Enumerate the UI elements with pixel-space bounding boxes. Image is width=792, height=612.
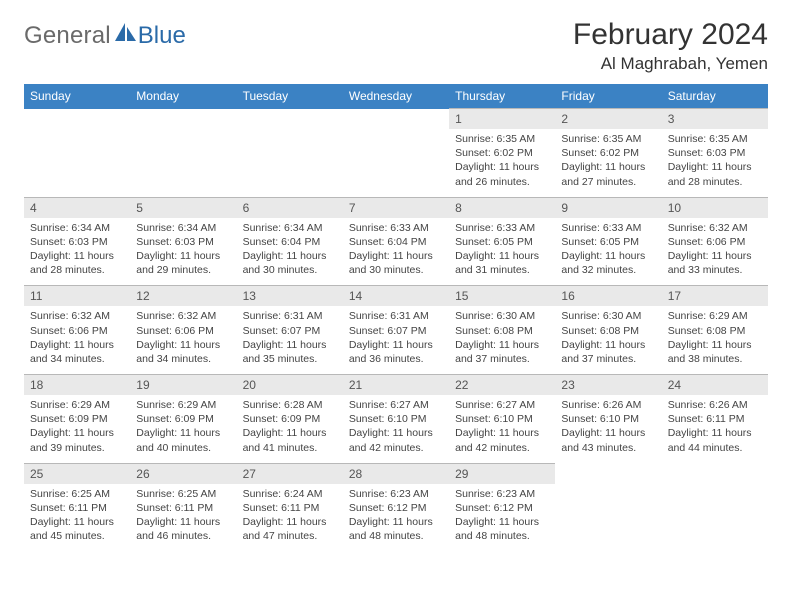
- day-number: 14: [343, 286, 449, 307]
- day-number: [555, 463, 661, 484]
- day-number: 25: [24, 463, 130, 484]
- day-number: 28: [343, 463, 449, 484]
- day-number: 12: [130, 286, 236, 307]
- title-block: February 2024 Al Maghrabah, Yemen: [573, 18, 768, 74]
- day-number: 21: [343, 375, 449, 396]
- day-detail: [237, 129, 343, 197]
- day-detail: Sunrise: 6:29 AMSunset: 6:09 PMDaylight:…: [24, 395, 130, 463]
- day-detail: Sunrise: 6:26 AMSunset: 6:10 PMDaylight:…: [555, 395, 661, 463]
- day-detail: Sunrise: 6:25 AMSunset: 6:11 PMDaylight:…: [130, 484, 236, 552]
- day-detail-row: Sunrise: 6:34 AMSunset: 6:03 PMDaylight:…: [24, 218, 768, 286]
- day-header-row: SundayMondayTuesdayWednesdayThursdayFrid…: [24, 84, 768, 109]
- day-detail: Sunrise: 6:30 AMSunset: 6:08 PMDaylight:…: [555, 306, 661, 374]
- day-detail: Sunrise: 6:32 AMSunset: 6:06 PMDaylight:…: [130, 306, 236, 374]
- calendar-table: SundayMondayTuesdayWednesdayThursdayFrid…: [24, 84, 768, 551]
- day-detail: Sunrise: 6:34 AMSunset: 6:04 PMDaylight:…: [237, 218, 343, 286]
- day-number: 11: [24, 286, 130, 307]
- day-header: Sunday: [24, 84, 130, 109]
- day-header: Tuesday: [237, 84, 343, 109]
- day-number: 26: [130, 463, 236, 484]
- day-detail: Sunrise: 6:33 AMSunset: 6:04 PMDaylight:…: [343, 218, 449, 286]
- day-number-row: 2526272829: [24, 463, 768, 484]
- day-header: Monday: [130, 84, 236, 109]
- day-detail: Sunrise: 6:31 AMSunset: 6:07 PMDaylight:…: [237, 306, 343, 374]
- day-detail-row: Sunrise: 6:29 AMSunset: 6:09 PMDaylight:…: [24, 395, 768, 463]
- day-number: 6: [237, 197, 343, 218]
- day-detail: [662, 484, 768, 552]
- calendar-body: SundayMondayTuesdayWednesdayThursdayFrid…: [24, 84, 768, 551]
- day-detail: Sunrise: 6:25 AMSunset: 6:11 PMDaylight:…: [24, 484, 130, 552]
- day-detail: Sunrise: 6:23 AMSunset: 6:12 PMDaylight:…: [449, 484, 555, 552]
- day-number-row: 123: [24, 109, 768, 130]
- day-detail: Sunrise: 6:27 AMSunset: 6:10 PMDaylight:…: [449, 395, 555, 463]
- day-number: [343, 109, 449, 130]
- day-number: 4: [24, 197, 130, 218]
- day-number: 9: [555, 197, 661, 218]
- day-number: 5: [130, 197, 236, 218]
- logo: General Blue: [24, 18, 186, 50]
- day-number: [24, 109, 130, 130]
- day-detail: Sunrise: 6:29 AMSunset: 6:09 PMDaylight:…: [130, 395, 236, 463]
- day-number: [662, 463, 768, 484]
- day-header: Saturday: [662, 84, 768, 109]
- day-number: 16: [555, 286, 661, 307]
- day-detail: Sunrise: 6:28 AMSunset: 6:09 PMDaylight:…: [237, 395, 343, 463]
- day-detail: [343, 129, 449, 197]
- day-detail-row: Sunrise: 6:32 AMSunset: 6:06 PMDaylight:…: [24, 306, 768, 374]
- day-number: 20: [237, 375, 343, 396]
- day-detail: Sunrise: 6:24 AMSunset: 6:11 PMDaylight:…: [237, 484, 343, 552]
- day-number-row: 11121314151617: [24, 286, 768, 307]
- day-number: 15: [449, 286, 555, 307]
- day-number: 19: [130, 375, 236, 396]
- day-number: 2: [555, 109, 661, 130]
- logo-text-blue: Blue: [138, 22, 186, 50]
- day-number: 29: [449, 463, 555, 484]
- day-detail: Sunrise: 6:23 AMSunset: 6:12 PMDaylight:…: [343, 484, 449, 552]
- day-detail-row: Sunrise: 6:35 AMSunset: 6:02 PMDaylight:…: [24, 129, 768, 197]
- day-number: 13: [237, 286, 343, 307]
- day-detail-row: Sunrise: 6:25 AMSunset: 6:11 PMDaylight:…: [24, 484, 768, 552]
- day-number: 7: [343, 197, 449, 218]
- day-detail: Sunrise: 6:35 AMSunset: 6:02 PMDaylight:…: [449, 129, 555, 197]
- day-number: 10: [662, 197, 768, 218]
- day-detail: Sunrise: 6:35 AMSunset: 6:03 PMDaylight:…: [662, 129, 768, 197]
- day-header: Thursday: [449, 84, 555, 109]
- day-detail: Sunrise: 6:29 AMSunset: 6:08 PMDaylight:…: [662, 306, 768, 374]
- day-number-row: 18192021222324: [24, 375, 768, 396]
- location-subtitle: Al Maghrabah, Yemen: [573, 54, 768, 74]
- day-number: 23: [555, 375, 661, 396]
- day-detail: Sunrise: 6:33 AMSunset: 6:05 PMDaylight:…: [449, 218, 555, 286]
- logo-sail-icon: [115, 23, 137, 48]
- day-number: 1: [449, 109, 555, 130]
- day-number: 8: [449, 197, 555, 218]
- day-detail: Sunrise: 6:31 AMSunset: 6:07 PMDaylight:…: [343, 306, 449, 374]
- day-detail: Sunrise: 6:30 AMSunset: 6:08 PMDaylight:…: [449, 306, 555, 374]
- day-detail: [24, 129, 130, 197]
- day-number: 18: [24, 375, 130, 396]
- day-number: 27: [237, 463, 343, 484]
- day-detail: [555, 484, 661, 552]
- day-number: 22: [449, 375, 555, 396]
- day-number-row: 45678910: [24, 197, 768, 218]
- header: General Blue February 2024 Al Maghrabah,…: [24, 18, 768, 74]
- day-detail: Sunrise: 6:35 AMSunset: 6:02 PMDaylight:…: [555, 129, 661, 197]
- page-title: February 2024: [573, 18, 768, 52]
- day-number: 3: [662, 109, 768, 130]
- day-detail: Sunrise: 6:32 AMSunset: 6:06 PMDaylight:…: [24, 306, 130, 374]
- day-detail: Sunrise: 6:34 AMSunset: 6:03 PMDaylight:…: [130, 218, 236, 286]
- day-detail: Sunrise: 6:33 AMSunset: 6:05 PMDaylight:…: [555, 218, 661, 286]
- day-number: [130, 109, 236, 130]
- day-detail: Sunrise: 6:34 AMSunset: 6:03 PMDaylight:…: [24, 218, 130, 286]
- day-detail: Sunrise: 6:26 AMSunset: 6:11 PMDaylight:…: [662, 395, 768, 463]
- day-header: Friday: [555, 84, 661, 109]
- logo-text-general: General: [24, 22, 111, 50]
- day-detail: Sunrise: 6:27 AMSunset: 6:10 PMDaylight:…: [343, 395, 449, 463]
- day-number: [237, 109, 343, 130]
- day-number: 24: [662, 375, 768, 396]
- day-detail: Sunrise: 6:32 AMSunset: 6:06 PMDaylight:…: [662, 218, 768, 286]
- day-header: Wednesday: [343, 84, 449, 109]
- day-detail: [130, 129, 236, 197]
- day-number: 17: [662, 286, 768, 307]
